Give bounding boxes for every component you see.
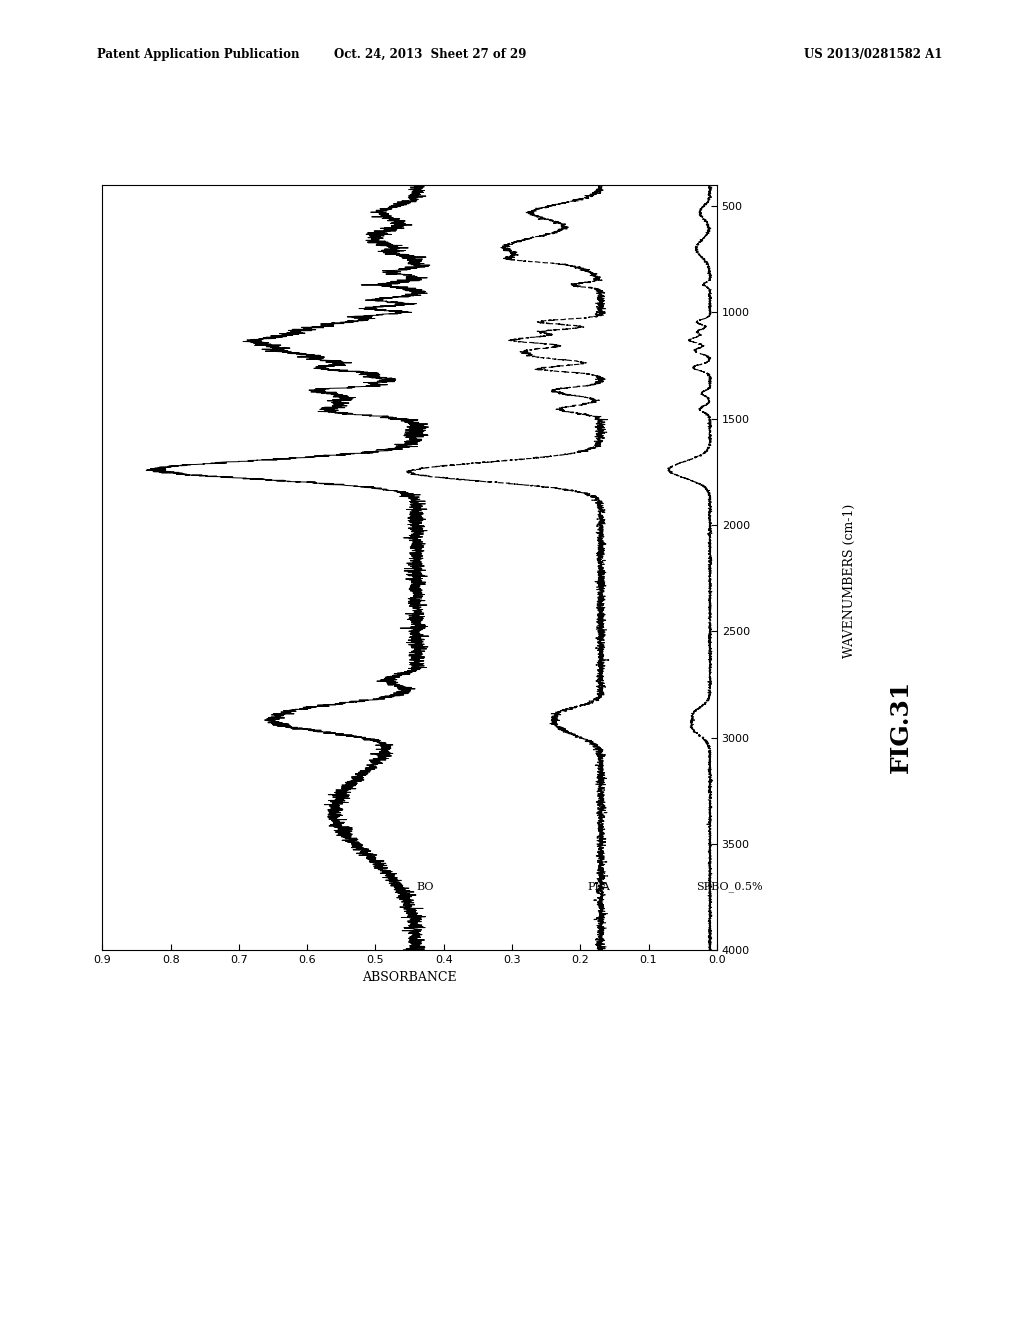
Text: US 2013/0281582 A1: US 2013/0281582 A1 xyxy=(804,48,942,61)
Text: FIG.31: FIG.31 xyxy=(889,680,913,772)
X-axis label: ABSORBANCE: ABSORBANCE xyxy=(362,970,457,983)
Text: PLA: PLA xyxy=(587,882,610,891)
Text: BO: BO xyxy=(417,882,434,891)
Text: WAVENUMBERS (cm-1): WAVENUMBERS (cm-1) xyxy=(844,504,856,657)
Text: Oct. 24, 2013  Sheet 27 of 29: Oct. 24, 2013 Sheet 27 of 29 xyxy=(334,48,526,61)
Text: Patent Application Publication: Patent Application Publication xyxy=(97,48,300,61)
Text: SPBO_0.5%: SPBO_0.5% xyxy=(696,882,763,892)
